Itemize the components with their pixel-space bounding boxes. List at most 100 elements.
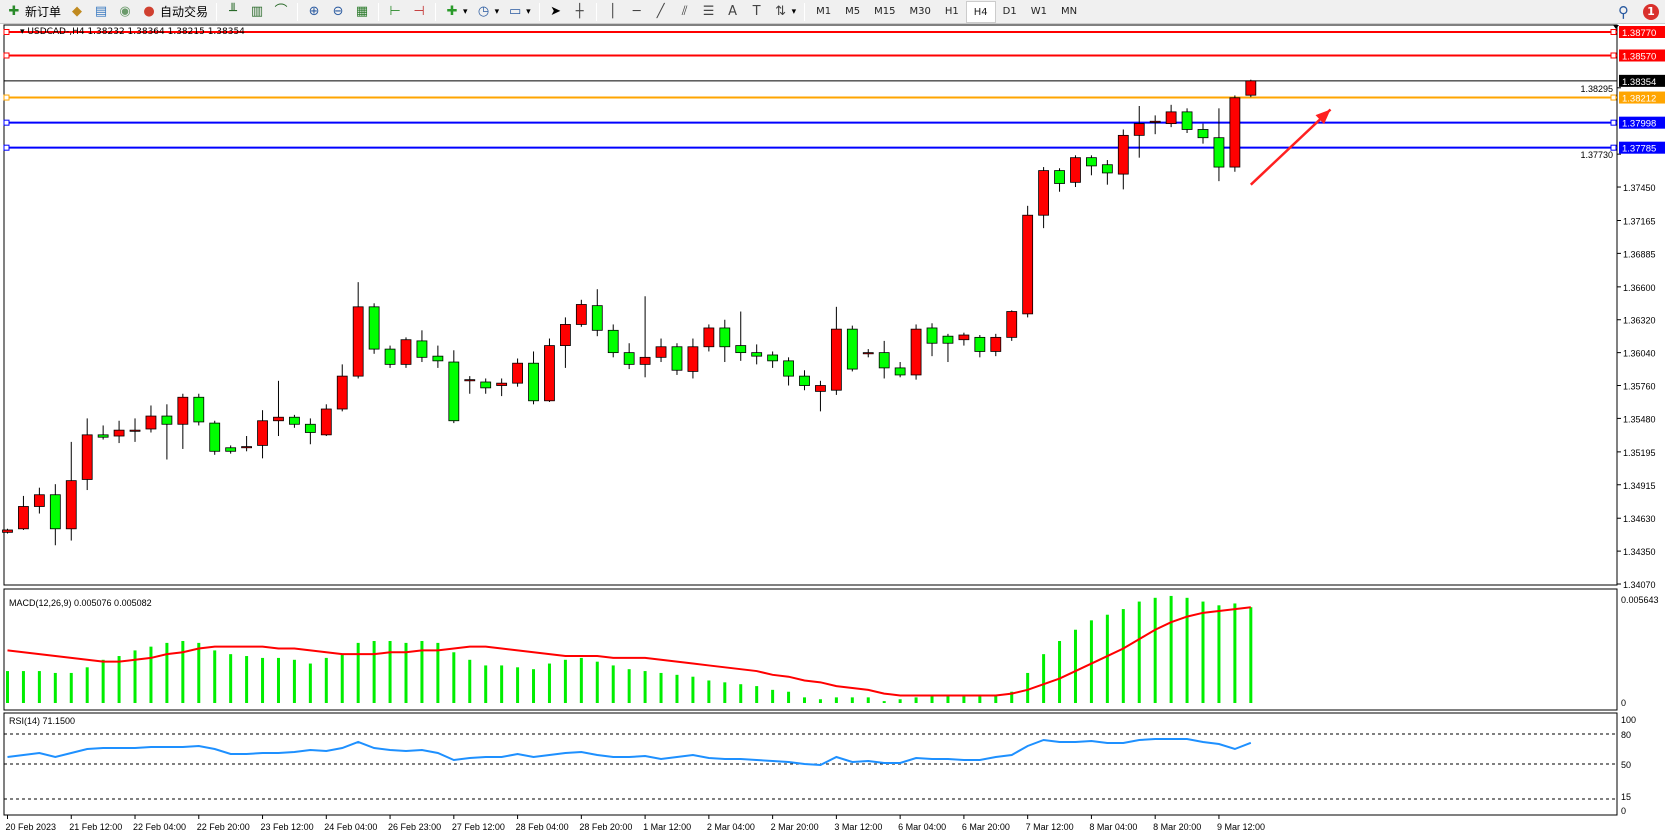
line-handle[interactable] [3, 52, 10, 59]
vertical-line-button[interactable]: │ [601, 1, 625, 23]
line-handle[interactable] [1610, 144, 1617, 151]
market-watch-button[interactable]: ◆ [65, 1, 89, 23]
rsi-level-label: 15 [1621, 792, 1631, 802]
chevron-down-icon[interactable]: ▾ [791, 6, 797, 17]
timeframe-m30[interactable]: M30 [909, 5, 931, 17]
line-handle[interactable] [3, 29, 10, 35]
text-button[interactable]: A [721, 1, 745, 23]
price-tick-label: 1.37730 [1580, 150, 1613, 160]
new-order-button[interactable]: ✚ 新订单 [2, 1, 65, 23]
candle-body [878, 352, 890, 369]
candle-body [799, 375, 810, 386]
line-handle[interactable] [3, 119, 10, 126]
trendline-button[interactable]: ╱ [649, 1, 673, 23]
text-icon: A [728, 3, 738, 19]
candle-body [1086, 157, 1097, 167]
candle-body [1229, 97, 1241, 168]
crosshair-icon: ┼ [575, 3, 584, 19]
zoom-out-button[interactable]: ⊖ [326, 1, 350, 23]
candle-body [623, 352, 635, 365]
horizontal-line-icon: ─ [632, 3, 641, 19]
timeframe-h1[interactable]: H1 [944, 5, 959, 17]
signal-button[interactable]: ◉ [113, 1, 137, 23]
macd-histogram-bar [739, 684, 743, 703]
fibonacci-button[interactable]: ☰ [697, 1, 721, 23]
current-price-tag-label: 1.38354 [1622, 77, 1656, 88]
text-label-button[interactable]: T [745, 1, 769, 23]
price-tick-label: 1.35480 [1623, 414, 1656, 424]
timeframe-mn[interactable]: MN [1060, 5, 1078, 17]
macd-histogram-bar [755, 686, 759, 703]
periods-clock-button[interactable]: ◷ ▾ [472, 1, 504, 23]
macd-histogram-bar [930, 695, 934, 703]
candle-body [512, 362, 523, 384]
macd-histogram-bar [1042, 654, 1046, 703]
line-handle[interactable] [1610, 119, 1617, 126]
cursor-button[interactable]: ➤ [544, 1, 568, 23]
chart-shift-marker-icon[interactable] [1613, 25, 1619, 29]
timeframe-m1[interactable]: M1 [816, 5, 832, 17]
cursor-icon: ➤ [550, 3, 562, 19]
candle-body [607, 329, 619, 354]
timeframe-w1[interactable]: W1 [1030, 5, 1047, 17]
level-tag [1619, 49, 1665, 62]
chart-area[interactable]: 1.38295 1.37730 1.37450 1.37165 1.36885 1.366… [0, 24, 1665, 838]
vertical-line-icon: │ [608, 3, 617, 19]
macd-histogram-bar [691, 676, 695, 703]
rsi-line [7, 738, 1252, 767]
equidistant-channel-button[interactable]: ⫽ [673, 1, 697, 23]
templates-button[interactable]: ▭ ▾ [503, 1, 535, 23]
candle-body [65, 480, 77, 530]
header-arrow-icon[interactable]: ▾ [20, 27, 28, 37]
line-handle[interactable] [1610, 52, 1617, 59]
line-handle[interactable] [1610, 29, 1617, 35]
line-chart-button[interactable]: ⌒ [269, 1, 293, 23]
timeframe-d1[interactable]: D1 [1002, 5, 1017, 17]
macd-histogram-bar [675, 674, 679, 703]
candle-body [1133, 123, 1145, 136]
zoom-in-button[interactable]: ⊕ [302, 1, 326, 23]
notifications-badge[interactable]: 1 [1643, 4, 1659, 20]
chevron-down-icon[interactable]: ▾ [463, 6, 468, 17]
line-handle[interactable] [3, 94, 10, 101]
timeframe-m15[interactable]: M15 [874, 5, 896, 17]
auto-scroll-button[interactable]: ⊢ [383, 1, 407, 23]
toolbar-separator [216, 2, 218, 21]
timeframe-h4[interactable]: H4 [965, 0, 996, 23]
equidistant-channel-icon: ⫽ [681, 3, 688, 19]
time-label: 23 Feb 12:00 [261, 822, 314, 832]
time-label: 20 Feb 2023 [6, 822, 57, 832]
arrow-head-icon [1315, 109, 1331, 125]
macd-histogram-bar [149, 646, 153, 703]
tile-windows-button[interactable]: ▦ [350, 1, 374, 23]
line-handle[interactable] [3, 144, 10, 151]
search-icon[interactable]: ⚲ [1618, 3, 1629, 21]
candle-body [193, 396, 205, 423]
timeframe-m5[interactable]: M5 [845, 5, 861, 17]
candle-body [336, 375, 348, 410]
macd-histogram-bar [1026, 672, 1030, 703]
chevron-down-icon[interactable]: ▾ [494, 6, 500, 17]
time-label: 22 Feb 20:00 [197, 822, 250, 832]
macd-histogram-bar [994, 695, 998, 703]
macd-histogram-bar [803, 697, 806, 703]
chart-shift-button[interactable]: ⊣ [407, 1, 431, 23]
horizontal-line-button[interactable]: ─ [625, 1, 649, 23]
navigator-icon: ▤ [94, 3, 108, 19]
toolbar-separator [297, 2, 299, 21]
arrows-button[interactable]: ⇅ ▾ [769, 1, 801, 23]
macd-histogram-bar [1073, 629, 1077, 703]
candlestick-button[interactable]: ▥ [245, 1, 269, 23]
auto-trading-button[interactable]: ● 自动交易 [137, 1, 212, 23]
crosshair-button[interactable]: ┼ [568, 1, 592, 23]
bar-chart-button[interactable]: ╨ [221, 1, 245, 23]
chevron-down-icon[interactable]: ▾ [526, 6, 531, 17]
macd-histogram-bar [1153, 597, 1157, 703]
red-arrow[interactable] [1249, 108, 1332, 186]
macd-zero-label: 0 [1621, 698, 1626, 708]
candle-body [145, 415, 157, 430]
line-handle[interactable] [1610, 94, 1617, 101]
navigator-button[interactable]: ▤ [89, 1, 113, 23]
indicators-button[interactable]: ✚ ▾ [440, 1, 472, 23]
macd-histogram-bar [1121, 609, 1125, 703]
